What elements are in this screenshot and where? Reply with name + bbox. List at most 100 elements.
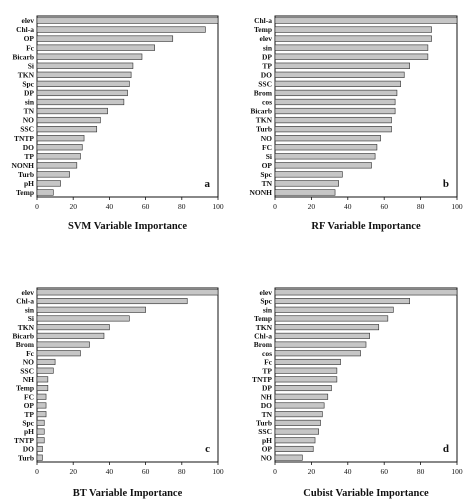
rf-category-label: Si xyxy=(266,152,272,161)
bt-category-label: Brom xyxy=(16,340,35,349)
rf-bar xyxy=(275,181,339,187)
svm-bar xyxy=(37,63,133,69)
cubist-bar xyxy=(275,316,388,321)
cubist-category-label: TN xyxy=(262,410,273,419)
bt-category-label: NO xyxy=(23,358,34,367)
cubist-category-label: Brom xyxy=(254,340,273,349)
bt-category-label: Si xyxy=(28,314,34,323)
bt-category-label: Chl-a xyxy=(16,297,34,306)
svm-panel-letter: a xyxy=(205,178,211,190)
svm-category-label: Spc xyxy=(22,79,34,88)
rf-x-tick-label: 20 xyxy=(308,202,316,211)
svm-bar xyxy=(37,135,84,141)
rf-bar xyxy=(275,45,428,51)
svm-category-label: pH xyxy=(24,179,34,188)
rf-category-label: Turb xyxy=(256,125,272,134)
cubist-bar xyxy=(275,385,331,390)
cubist-bar xyxy=(275,290,457,295)
cubist-category-label: NH xyxy=(261,392,272,401)
svm-category-label: DP xyxy=(24,89,34,98)
rf-x-tick-label: 60 xyxy=(380,202,388,211)
rf-bar xyxy=(275,90,397,96)
rf-x-tick-label: 40 xyxy=(344,202,352,211)
cubist-bar xyxy=(275,377,337,382)
svm-category-label: DO xyxy=(23,143,34,152)
rf-category-label: Bicarb xyxy=(250,107,272,116)
rf-bar xyxy=(275,144,377,150)
rf-bar xyxy=(275,163,371,169)
rf-category-label: NO xyxy=(261,134,272,143)
rf-category-label: NONH xyxy=(250,188,273,197)
svm-bar xyxy=(37,45,155,51)
bt-panel-letter: c xyxy=(205,443,210,455)
rf-category-label: Brom xyxy=(254,89,273,98)
svm-bar xyxy=(37,108,108,114)
rf-x-tick-label: 100 xyxy=(451,202,463,211)
bt-bar xyxy=(37,359,55,364)
svm-category-label: TN xyxy=(24,107,35,116)
bt-bar xyxy=(37,403,46,408)
rf-chart-title: RF Variable Importance xyxy=(311,221,421,232)
rf-bar xyxy=(275,99,395,105)
bt-chart-title: BT Variable Importance xyxy=(73,488,183,499)
cubist-bar xyxy=(275,298,410,303)
bt-bar xyxy=(37,420,44,425)
svm-plot-frame xyxy=(37,16,218,197)
bt-bar xyxy=(37,307,146,312)
rf-x-tick-label: 80 xyxy=(417,202,425,211)
bt-plot-frame xyxy=(37,288,218,462)
bt-bar xyxy=(37,385,48,390)
svm-category-label: Fc xyxy=(26,43,35,52)
svm-category-label: Temp xyxy=(16,188,34,197)
svm-chart-title: SVM Variable Importance xyxy=(68,221,187,232)
svm-bar xyxy=(37,181,61,187)
cubist-category-label: OP xyxy=(262,445,273,454)
rf-bar xyxy=(275,108,395,114)
bt-bar xyxy=(37,455,42,460)
bt-x-tick-label: 80 xyxy=(178,467,186,476)
bt-category-label: Temp xyxy=(16,384,34,393)
cubist-category-label: cos xyxy=(262,349,272,358)
svm-x-tick-label: 100 xyxy=(212,202,224,211)
rf-category-label: TKN xyxy=(256,116,273,125)
cubist-x-tick-label: 40 xyxy=(344,467,352,476)
rf-bar xyxy=(275,153,375,159)
cubist-category-label: Chl-a xyxy=(254,331,272,340)
bt-category-label: TKN xyxy=(18,323,35,332)
rf-panel-letter: b xyxy=(443,178,449,190)
cubist-bar xyxy=(275,359,341,364)
svm-category-label: TKN xyxy=(18,70,35,79)
cubist-bar xyxy=(275,420,321,425)
rf-category-label: OP xyxy=(262,161,273,170)
cubist-panel-letter: d xyxy=(443,443,449,455)
bt-x-tick-label: 40 xyxy=(106,467,114,476)
svm-bar xyxy=(37,36,173,42)
rf-bar xyxy=(275,172,342,178)
rf-bar xyxy=(275,135,381,141)
cubist-category-label: TNTP xyxy=(252,375,272,384)
cubist-x-tick-label: 100 xyxy=(451,467,463,476)
cubist-bar xyxy=(275,403,324,408)
svm-bar xyxy=(37,99,124,105)
bt-category-label: NH xyxy=(23,375,34,384)
bt-category-label: FC xyxy=(24,392,34,401)
svm-bar xyxy=(37,172,70,178)
bt-bar xyxy=(37,351,80,356)
svm-bar xyxy=(37,190,53,196)
svm-bar xyxy=(37,163,77,169)
svm-x-tick-label: 60 xyxy=(142,202,150,211)
svm-bar xyxy=(37,126,97,132)
bt-category-label: DO xyxy=(23,445,34,454)
cubist-category-label: Turb xyxy=(256,418,272,427)
svm-x-tick-label: 20 xyxy=(69,202,77,211)
cubist-category-label: DP xyxy=(262,384,272,393)
svm-bar xyxy=(37,18,218,24)
cubist-bar xyxy=(275,411,322,416)
bt-x-tick-label: 100 xyxy=(212,467,224,476)
bt-bar xyxy=(37,324,109,329)
bt-category-label: TNTP xyxy=(14,436,34,445)
cubist-category-label: NO xyxy=(261,453,272,462)
cubist-category-label: Spc xyxy=(260,297,272,306)
cubist-category-label: TKN xyxy=(256,323,273,332)
cubist-category-label: DO xyxy=(261,401,272,410)
